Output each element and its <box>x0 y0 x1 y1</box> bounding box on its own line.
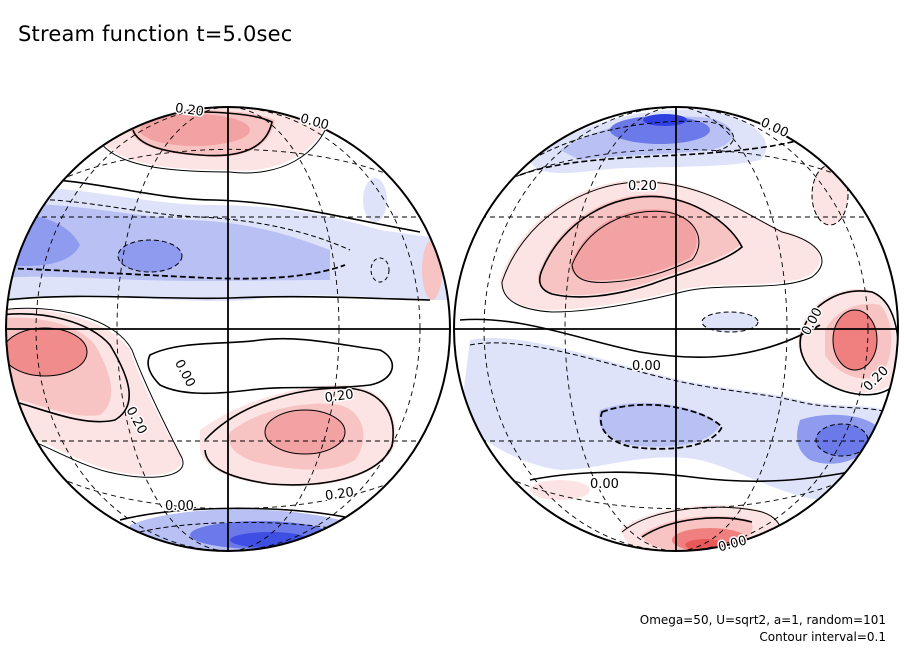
right-shading <box>460 109 898 551</box>
left-contour-label: 0.20 <box>324 485 355 504</box>
right-contour-label: 0.20 <box>628 179 657 194</box>
left-contour-label: 0.20 <box>324 387 355 406</box>
parameters-note: Omega=50, U=sqrt2, a=1, random=101 <box>639 613 886 627</box>
right-contour-label: 0.00 <box>632 359 661 374</box>
left-globe-outline <box>5 106 451 552</box>
right-hemisphere-map: 0.00 0.20 0.00 0.00 0.20 0.00 0.00 <box>453 106 899 557</box>
right-contour-label: 0.00 <box>590 477 619 492</box>
contour-interval-note: Contour interval=0.1 <box>759 630 886 644</box>
figure-title: Stream function t=5.0sec <box>18 22 293 46</box>
left-hemisphere-map: 0.20 0.00 0.00 0.20 0.20 0.00 0.20 <box>5 99 451 552</box>
left-contours <box>6 107 431 533</box>
left-contour-label: 0.20 <box>174 101 205 120</box>
left-contour-label: 0.00 <box>165 499 194 514</box>
right-globe-outline <box>453 106 899 552</box>
